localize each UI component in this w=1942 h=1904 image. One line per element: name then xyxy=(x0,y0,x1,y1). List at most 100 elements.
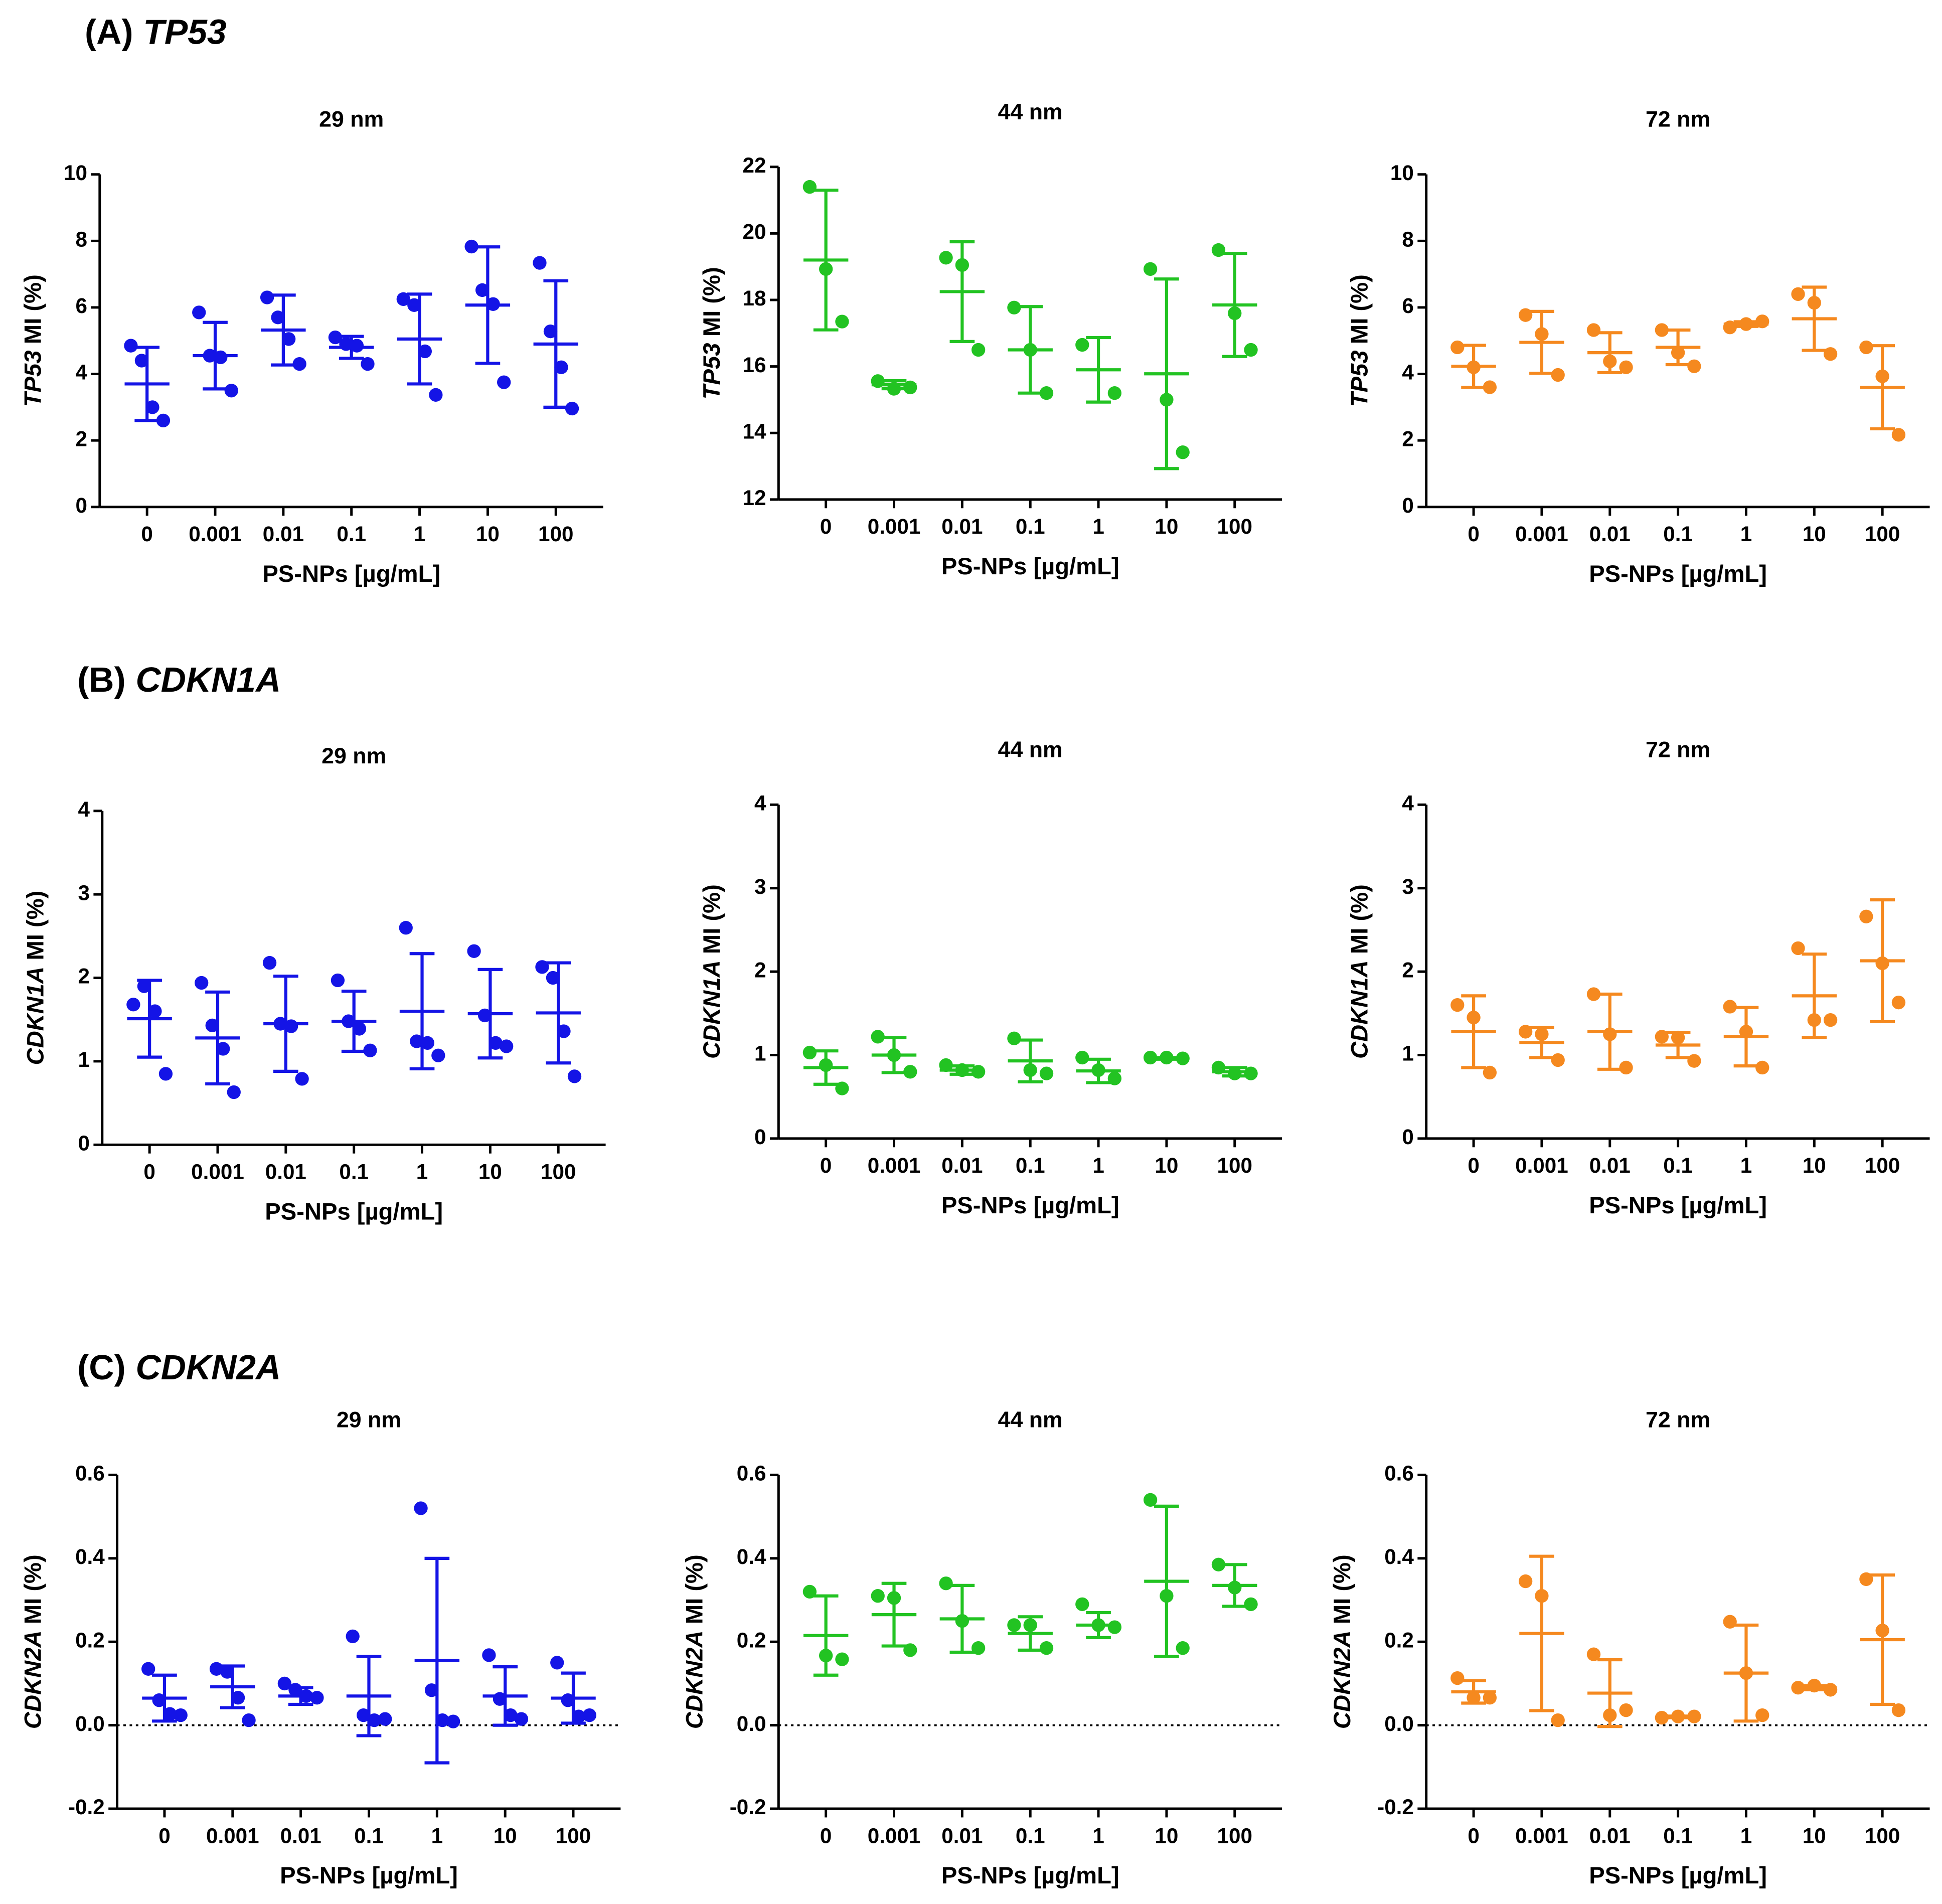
data-point xyxy=(1586,987,1601,1001)
data-point xyxy=(1619,360,1633,374)
data-point xyxy=(1007,1618,1021,1632)
data-point xyxy=(1007,300,1021,314)
data-point xyxy=(357,1708,371,1722)
data-point xyxy=(971,343,986,357)
x-tick-label: 1 xyxy=(1740,1824,1752,1847)
x-tick-label: 0.1 xyxy=(1663,1154,1693,1177)
data-point xyxy=(955,258,969,272)
section-letter: (B) xyxy=(77,660,126,699)
data-point xyxy=(163,1707,177,1721)
x-tick-label: 1 xyxy=(1092,515,1104,538)
x-tick-label: 0.01 xyxy=(941,515,983,538)
section-gene: CDKN1A xyxy=(135,660,281,699)
y-tick-label: 0.4 xyxy=(75,1545,105,1568)
x-tick-label: 1 xyxy=(414,522,425,546)
x-tick-label: 100 xyxy=(1217,515,1252,538)
y-tick-label: 22 xyxy=(743,153,766,177)
data-point xyxy=(429,388,443,402)
data-point xyxy=(1176,445,1190,459)
data-point xyxy=(497,375,511,389)
data-point xyxy=(1483,1691,1497,1705)
data-point xyxy=(277,1676,292,1691)
x-tick-label: 0.001 xyxy=(868,515,921,538)
x-tick-label: 0.1 xyxy=(1016,515,1045,538)
x-tick-label: 10 xyxy=(1803,1824,1826,1847)
y-tick-label: 0.0 xyxy=(737,1712,766,1735)
data-point xyxy=(242,1713,256,1727)
data-point xyxy=(1467,1010,1481,1025)
x-tick-label: 0.001 xyxy=(189,522,242,546)
y-tick-label: -0.2 xyxy=(68,1795,105,1819)
data-point xyxy=(835,1652,849,1666)
data-point xyxy=(1655,1030,1669,1044)
panel-title: 44 nm xyxy=(998,1407,1063,1432)
data-point xyxy=(557,1024,571,1038)
data-point xyxy=(1176,1641,1190,1655)
data-point xyxy=(939,1058,953,1072)
y-label-text: MI (%) xyxy=(1329,1554,1355,1624)
y-tick-label: 2 xyxy=(1402,427,1413,450)
data-point xyxy=(339,337,353,351)
data-point xyxy=(546,971,560,985)
data-point xyxy=(288,1683,302,1697)
data-point xyxy=(887,1048,901,1062)
data-point xyxy=(1671,1030,1685,1045)
data-point xyxy=(1739,317,1753,331)
data-point xyxy=(550,1656,564,1670)
data-point xyxy=(939,1576,953,1591)
y-label-text: MI (%) xyxy=(20,274,46,344)
y-label-text: MI (%) xyxy=(699,884,725,954)
data-point xyxy=(1467,1691,1481,1705)
y-tick-label: 0.6 xyxy=(737,1462,766,1485)
y-tick-label: -0.2 xyxy=(730,1795,766,1819)
x-tick-label: 1 xyxy=(1740,1154,1752,1177)
y-tick-label: 16 xyxy=(743,353,766,377)
y-tick-label: 0.6 xyxy=(75,1462,105,1485)
y-tick-label: 4 xyxy=(75,361,87,384)
data-point xyxy=(1450,340,1465,355)
data-point xyxy=(1551,368,1565,382)
y-tick-label: 2 xyxy=(754,958,766,982)
x-tick-label: 0.01 xyxy=(1589,1824,1631,1847)
data-point xyxy=(1211,1060,1226,1075)
data-point xyxy=(192,305,206,320)
data-point xyxy=(1039,1066,1054,1080)
data-point xyxy=(1655,1710,1669,1725)
x-tick-label: 100 xyxy=(1865,1824,1900,1847)
data-point xyxy=(1228,1580,1242,1595)
y-axis-label: TP53 MI (%) xyxy=(1346,274,1373,407)
data-point xyxy=(489,1036,503,1050)
x-tick-label: 0.01 xyxy=(263,522,304,546)
data-point xyxy=(1859,909,1873,923)
y-tick-label: 0.4 xyxy=(1384,1545,1414,1568)
x-tick-label: 1 xyxy=(1092,1824,1104,1847)
data-point xyxy=(1450,1671,1465,1685)
y-tick-label: 1 xyxy=(1402,1042,1413,1065)
x-axis-label: PS-NPs [µg/mL] xyxy=(1589,1862,1767,1888)
y-label-gene: TP53 xyxy=(20,351,46,407)
data-point xyxy=(137,979,151,993)
data-point xyxy=(1739,1025,1753,1039)
y-tick-label: 0 xyxy=(1402,1125,1413,1149)
data-point xyxy=(1687,359,1701,373)
x-tick-label: 0.1 xyxy=(1016,1154,1045,1177)
data-point xyxy=(292,357,306,371)
data-point xyxy=(224,384,238,398)
data-point xyxy=(1228,306,1242,321)
data-point xyxy=(1143,1493,1158,1507)
data-point xyxy=(1535,1027,1549,1041)
data-point xyxy=(1603,1027,1617,1041)
y-tick-label: 10 xyxy=(1390,161,1414,185)
data-point xyxy=(418,344,432,359)
x-tick-label: 100 xyxy=(541,1160,576,1184)
panel-title: 29 nm xyxy=(321,744,386,768)
data-point xyxy=(1160,1589,1174,1603)
data-point xyxy=(158,1067,173,1081)
data-point xyxy=(1807,295,1821,310)
data-point xyxy=(431,1048,445,1062)
y-tick-label: 6 xyxy=(1402,294,1413,318)
data-point xyxy=(216,1042,230,1056)
data-point xyxy=(134,354,149,368)
data-point xyxy=(1211,1557,1226,1571)
data-point xyxy=(1586,323,1601,337)
